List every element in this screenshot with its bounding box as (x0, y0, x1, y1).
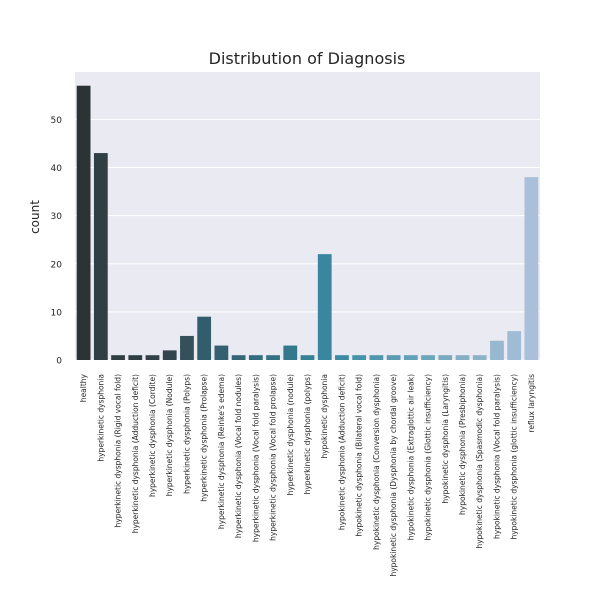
bar (145, 355, 160, 360)
bar (403, 355, 418, 360)
x-tick-label: hyperkinetic dysphonia (Vocal fold nodul… (234, 374, 243, 538)
x-tick-label: hypokinetic dysphonia (Vocal fold paraly… (492, 374, 501, 539)
y-tick-label: 10 (51, 308, 63, 318)
y-tick-label: 30 (51, 212, 63, 222)
bars (76, 85, 539, 360)
x-tick-label: hyperkinetic dysphonia (Vocal fold prola… (269, 374, 278, 541)
x-tick-label: hypokinetic dysphonia (Conversion dyspho… (372, 374, 381, 550)
bar (300, 355, 315, 360)
bar (231, 355, 246, 360)
bar (455, 355, 470, 360)
x-tick-label: hyperkinetic dysphonia (Adduction defici… (131, 374, 140, 533)
bar (490, 340, 504, 360)
x-tick-label: hypokinetic dysphonia (glottic insuffici… (510, 374, 519, 540)
chart-title: Distribution of Diagnosis (209, 49, 406, 68)
bar (472, 355, 487, 360)
x-tick-label: hypokinetic dysphonia (Dysphonia by chor… (389, 374, 398, 577)
y-axis-label: count (28, 200, 42, 234)
x-tick-label: hyperkinetic dysphonia (Reinke's edema) (217, 374, 226, 529)
x-tick-label: hyperkinetic dysphonia (Cordite) (148, 374, 157, 497)
y-tick-label: 20 (51, 260, 63, 270)
bar (507, 331, 522, 360)
x-axis-ticks: healthy hyperkinetic dysphonia hyperkineti… (79, 373, 536, 576)
bar (524, 177, 539, 360)
bar (76, 85, 91, 360)
x-tick-label: hyperkinetic dysphonia (Prolapse) (200, 374, 209, 502)
bar (369, 355, 384, 360)
x-tick-label: hypokinetic dysphonia (Extraglottic air … (406, 374, 415, 540)
bar (93, 153, 108, 360)
bar (248, 355, 263, 360)
x-tick-label: hyperkinetic dysphonia (96, 374, 105, 462)
bar (214, 345, 229, 360)
bar (317, 254, 332, 360)
bar (180, 335, 194, 360)
x-tick-label: hypokinetic dysphonia (Spasmodic dysphon… (475, 374, 484, 549)
x-tick-label: hypokinetic dysphonia (Glottic insuffici… (424, 374, 433, 541)
bar (335, 355, 349, 360)
x-tick-label: hypokinetic dysphonia (Bilateral vocal f… (355, 374, 364, 537)
bar (128, 355, 143, 360)
bar (352, 355, 367, 360)
bar (438, 355, 453, 360)
x-tick-label: hypokinetic dysphonia (Laryngitis) (441, 374, 450, 504)
y-tick-label: 40 (51, 164, 63, 174)
bar (421, 355, 435, 360)
x-tick-label: reflux laryngitis (527, 374, 536, 433)
x-tick-label: hyperkinetic dysphonia (Polyps) (182, 374, 191, 494)
bar (266, 355, 280, 360)
x-tick-label: hypokinetic dysphonia (Presbiphonia) (458, 374, 467, 515)
x-tick-label: hyperkinetic dysphonia (polyps) (303, 374, 312, 494)
y-axis-ticks: 0 10 20 30 40 50 (51, 116, 63, 367)
x-tick-label: hyperkinetic dysphonia (Vocal fold paral… (251, 374, 260, 542)
x-tick-label: healthy (79, 373, 88, 402)
x-tick-label: hyperkinetic dysphonia (Nodule) (165, 374, 174, 496)
x-tick-label: hypokinetic dysphonia (320, 374, 329, 459)
y-tick-label: 0 (56, 357, 62, 367)
bar (197, 316, 212, 360)
x-tick-label: hyperkinetic dysphonia (nodule) (286, 374, 295, 495)
y-tick-label: 50 (51, 116, 63, 126)
bar (283, 345, 298, 360)
bar (386, 355, 401, 360)
bar (111, 355, 125, 360)
x-tick-label: hypokinetic dysphonia (Adduction deficit… (337, 374, 346, 530)
bar (162, 350, 177, 360)
x-tick-label: hyperkinetic dysphonia (Rigid vocal fold… (114, 374, 123, 528)
